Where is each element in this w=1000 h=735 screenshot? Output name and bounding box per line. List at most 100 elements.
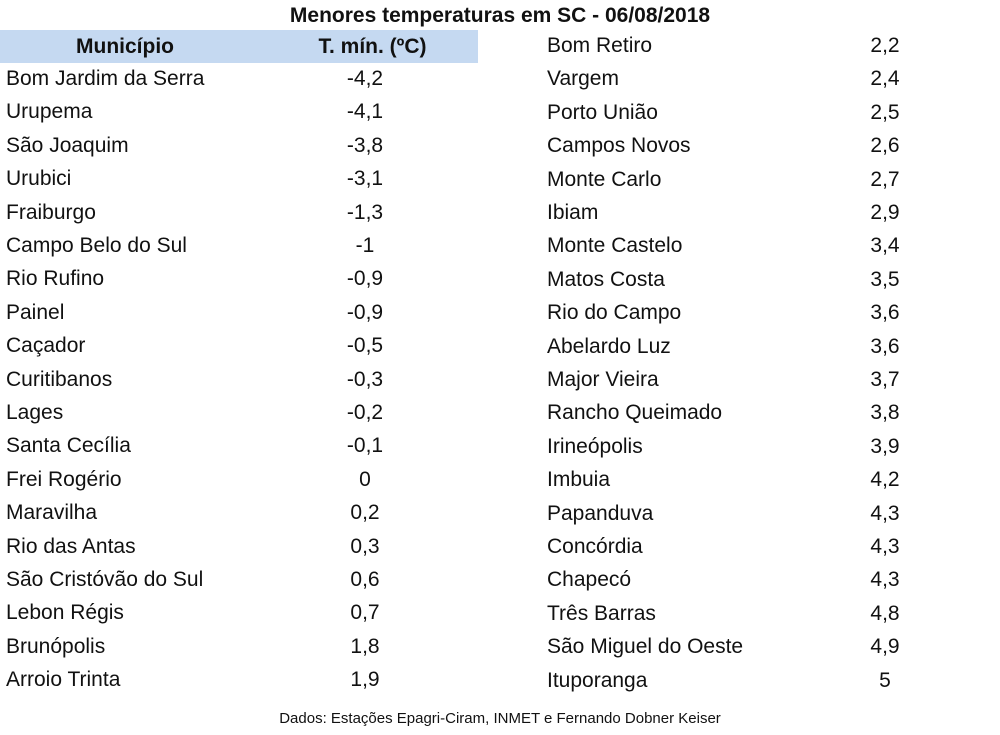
tmin-cell: 3,9 (870, 434, 900, 458)
tmin-cell: -3,1 (346, 167, 384, 191)
municipio-cell: Rancho Queimado (547, 401, 723, 425)
table-row: São Miguel do Oeste 4,9 (0, 630, 1000, 663)
table-row: Imbuia 4,2 (0, 463, 1000, 496)
municipio-cell: São Cristóvão do Sul (6, 568, 204, 591)
municipio-cell: Ibiam (547, 201, 599, 224)
table-row: Lebon Régis 0,7 (0, 596, 1000, 629)
municipio-cell: Fraiburgo (6, 200, 96, 224)
tmin-cell: -0,5 (346, 334, 384, 358)
table-row: Frei Rogério 0 (0, 463, 1000, 496)
header-municipio: Município (76, 35, 174, 58)
table-row: Rio do Campo 3,6 (0, 296, 1000, 329)
municipio-cell: Lebon Régis (6, 601, 124, 625)
tmin-cell: -4,1 (346, 100, 384, 124)
table-row: Chapecó 4,3 (0, 563, 1000, 596)
municipio-cell: Papanduva (547, 501, 654, 525)
municipio-cell: Chapecó (547, 568, 632, 592)
municipio-cell: Três Barras (547, 601, 656, 625)
table-row: Papanduva 4,3 (0, 497, 1000, 530)
tmin-cell: 3,8 (870, 401, 900, 425)
municipio-cell: Campo Belo do Sul (6, 234, 187, 257)
tmin-cell: 2,5 (870, 100, 900, 124)
municipio-cell: Porto União (547, 100, 658, 124)
municipio-cell: Concórdia (547, 535, 643, 558)
table-row: Caçador -0,5 (0, 329, 1000, 362)
municipio-cell: Abelardo Luz (547, 334, 671, 358)
municipio-cell: Lages (6, 401, 64, 424)
municipio-cell: Maravilha (6, 501, 98, 525)
tmin-cell: 4,3 (870, 535, 900, 558)
table-row: Vargem 2,4 (0, 62, 1000, 95)
table-row: Bom Retiro 2,2 (0, 29, 1000, 62)
tmin-cell: -3,8 (346, 133, 384, 157)
tmin-cell: 2,2 (870, 34, 900, 57)
tmin-cell: 2,6 (870, 134, 900, 158)
table-row: Campo Belo do Sul -1 (0, 229, 1000, 262)
table-row: Brunópolis 1,8 (0, 630, 1000, 663)
table-row: Arroio Trinta 1,9 (0, 663, 1000, 696)
table-row: Rio das Antas 0,3 (0, 530, 1000, 563)
tmin-cell: 0,7 (350, 601, 380, 625)
table-row: Porto União 2,5 (0, 96, 1000, 129)
tmin-cell: 4,3 (870, 568, 900, 592)
municipio-cell: Santa Cecília (6, 434, 131, 458)
table-row: Urubici -3,1 (0, 162, 1000, 195)
municipio-cell: Irineópolis (547, 434, 643, 458)
tmin-cell: 4,8 (870, 601, 900, 625)
tmin-cell: -0,3 (346, 367, 384, 391)
table-row: Curitibanos -0,3 (0, 363, 1000, 396)
tmin-cell: 3,7 (870, 368, 900, 391)
table-row: Monte Carlo 2,7 (0, 163, 1000, 196)
tmin-cell: -1,3 (346, 200, 384, 224)
table-row: Ibiam 2,9 (0, 196, 1000, 229)
tmin-cell: 2,4 (870, 67, 900, 91)
tmin-cell: -0,9 (346, 267, 384, 291)
header-tmin: T. mín. (ºC) (318, 35, 427, 58)
tmin-cell: 5 (879, 668, 891, 692)
table-row: Major Vieira 3,7 (0, 363, 1000, 396)
tmin-cell: 3,6 (870, 301, 900, 325)
table-row: Matos Costa 3,5 (0, 263, 1000, 296)
municipio-cell: Rio Rufino (6, 267, 105, 291)
tmin-cell: 4,9 (870, 635, 900, 659)
municipio-cell: Major Vieira (547, 368, 659, 391)
tmin-cell: 3,5 (870, 267, 900, 291)
tmin-cell: 4,3 (870, 501, 900, 525)
municipio-cell: Rio do Campo (547, 301, 682, 325)
table-row: Fraiburgo -1,3 (0, 196, 1000, 229)
tmin-cell: 0,6 (350, 568, 380, 591)
table-row: São Cristóvão do Sul 0,6 (0, 563, 1000, 596)
municipio-cell: Urubici (6, 167, 72, 191)
tmin-cell: 3,4 (870, 234, 900, 258)
municipio-cell: Vargem (547, 67, 619, 91)
municipio-cell: Matos Costa (547, 267, 665, 291)
municipio-cell: Imbuia (547, 468, 611, 492)
municipio-cell: Campos Novos (547, 134, 691, 158)
table-row: Bom Jardim da Serra -4,2 (0, 62, 1000, 95)
tmin-cell: 3,6 (870, 334, 900, 358)
table-row: Concórdia 4,3 (0, 530, 1000, 563)
municipio-cell: Brunópolis (6, 634, 106, 658)
municipio-cell: São Miguel do Oeste (547, 635, 744, 659)
table-row: Lages -0,2 (0, 396, 1000, 429)
data-source-note: Dados: Estações Epagri-Ciram, INMET e Fe… (279, 710, 721, 727)
table-row: Rancho Queimado 3,8 (0, 396, 1000, 429)
municipio-cell: Ituporanga (547, 668, 648, 692)
tmin-cell: -4,2 (346, 67, 384, 90)
table-row: São Joaquim -3,8 (0, 129, 1000, 162)
municipio-cell: São Joaquim (6, 133, 129, 157)
table-row: Rio Rufino -0,9 (0, 262, 1000, 295)
municipio-cell: Bom Jardim da Serra (6, 67, 205, 90)
tmin-cell: -1 (355, 234, 375, 257)
table-row: Maravilha 0,2 (0, 496, 1000, 529)
tmin-cell: -0,9 (346, 300, 384, 324)
table-row: Três Barras 4,8 (0, 597, 1000, 630)
table-row: Monte Castelo 3,4 (0, 229, 1000, 262)
table-row: Urupema -4,1 (0, 95, 1000, 128)
table-row: Painel -0,9 (0, 296, 1000, 329)
municipio-cell: Urupema (6, 100, 93, 124)
tmin-cell: 2,7 (870, 167, 900, 191)
page-title: Menores temperaturas em SC - 06/08/2018 (289, 4, 711, 27)
tmin-cell: 0,2 (350, 501, 380, 525)
tmin-cell: 4,2 (870, 468, 900, 492)
